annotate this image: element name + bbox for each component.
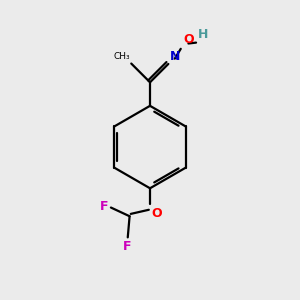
Text: H: H [198, 28, 208, 41]
Text: F: F [100, 200, 109, 213]
Text: CH₃: CH₃ [113, 52, 130, 61]
Text: O: O [183, 33, 194, 46]
Text: N: N [169, 50, 180, 63]
Text: F: F [123, 240, 131, 253]
Text: O: O [151, 207, 162, 220]
